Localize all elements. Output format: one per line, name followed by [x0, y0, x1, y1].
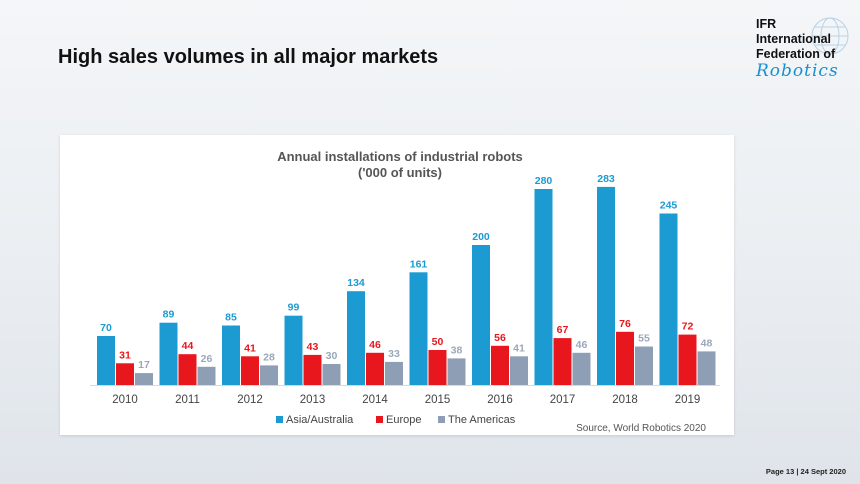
bar-europe-2018 — [616, 331, 634, 385]
data-label-the-americas-2011: 26 — [201, 353, 213, 365]
data-label-asia-australia-2010: 70 — [100, 322, 112, 334]
data-label-the-americas-2014: 33 — [388, 348, 400, 360]
x-tick-label-2015: 2015 — [425, 394, 451, 406]
chart-source: Source, World Robotics 2020 — [576, 423, 706, 434]
bar-the-americas-2013 — [322, 364, 341, 385]
data-label-the-americas-2010: 17 — [138, 359, 150, 371]
data-label-europe-2013: 43 — [307, 341, 319, 353]
bar-asia-australia-2010 — [97, 336, 115, 385]
bar-asia-australia-2011 — [159, 322, 178, 385]
chart-title: Annual installations of industrial robot… — [277, 149, 523, 164]
bar-asia-australia-2013 — [284, 315, 303, 385]
data-label-the-americas-2018: 55 — [638, 333, 650, 345]
chart-panel: Annual installations of industrial robot… — [60, 135, 734, 435]
data-label-asia-australia-2016: 200 — [472, 231, 490, 243]
x-tick-label-2012: 2012 — [237, 394, 263, 406]
data-label-the-americas-2017: 46 — [576, 339, 588, 351]
logo-text-federation: Federation of — [756, 47, 836, 61]
x-tick-label-2018: 2018 — [612, 394, 638, 406]
logo-text-international: International — [756, 32, 832, 46]
data-label-asia-australia-2018: 283 — [597, 173, 615, 185]
data-label-the-americas-2015: 38 — [451, 344, 463, 356]
bar-the-americas-2011 — [197, 366, 216, 385]
bar-europe-2010 — [116, 363, 134, 385]
globe-icon — [811, 17, 849, 55]
data-label-the-americas-2016: 41 — [513, 342, 525, 354]
bar-europe-2017 — [553, 338, 572, 385]
bar-asia-australia-2017 — [534, 189, 553, 385]
x-tick-label-2013: 2013 — [300, 394, 326, 406]
bar-the-americas-2014 — [385, 361, 403, 385]
data-label-asia-australia-2015: 161 — [410, 258, 428, 270]
data-label-europe-2019: 72 — [682, 321, 694, 333]
chart-subtitle: ('000 of units) — [358, 165, 442, 180]
bar-europe-2011 — [178, 354, 197, 385]
bar-europe-2014 — [366, 352, 384, 385]
bar-europe-2012 — [241, 356, 259, 385]
bar-chart: Annual installations of industrial robot… — [90, 149, 720, 434]
logo-text-ifr: IFR — [756, 17, 777, 31]
bar-asia-australia-2018 — [597, 186, 615, 385]
bar-asia-australia-2015 — [409, 272, 428, 385]
bar-europe-2019 — [678, 334, 697, 385]
data-label-asia-australia-2012: 85 — [225, 312, 237, 324]
data-label-asia-australia-2019: 245 — [660, 200, 678, 212]
logo-text-robotics: Robotics — [756, 61, 839, 81]
ifr-logo: IFR International Federation of Robotics — [756, 16, 852, 82]
legend-label-europe: Europe — [386, 414, 421, 426]
data-label-the-americas-2019: 48 — [701, 337, 713, 349]
bar-the-americas-2017 — [572, 352, 591, 385]
legend-swatch-the-americas — [438, 416, 445, 423]
x-tick-label-2016: 2016 — [487, 394, 513, 406]
bar-the-americas-2015 — [447, 358, 466, 385]
bar-europe-2015 — [428, 350, 447, 385]
data-label-asia-australia-2017: 280 — [535, 175, 553, 187]
data-label-europe-2014: 46 — [369, 339, 381, 351]
bar-the-americas-2019 — [697, 351, 716, 385]
data-label-europe-2012: 41 — [244, 342, 256, 354]
data-label-asia-australia-2011: 89 — [163, 309, 175, 321]
data-label-europe-2011: 44 — [182, 340, 194, 352]
page-footer: Page 13 | 24 Sept 2020 — [765, 467, 846, 476]
data-label-the-americas-2012: 28 — [263, 351, 275, 363]
bar-the-americas-2018 — [635, 346, 653, 385]
legend-swatch-asia-australia — [276, 416, 283, 423]
data-label-europe-2010: 31 — [119, 349, 131, 361]
bar-europe-2016 — [491, 345, 509, 385]
bar-asia-australia-2019 — [659, 213, 678, 385]
data-label-europe-2015: 50 — [432, 336, 444, 348]
x-tick-label-2019: 2019 — [675, 394, 701, 406]
bar-asia-australia-2014 — [347, 291, 365, 385]
x-tick-label-2010: 2010 — [112, 394, 138, 406]
bar-the-americas-2012 — [260, 365, 278, 385]
data-label-europe-2018: 76 — [619, 318, 631, 330]
legend-label-the-americas: The Americas — [448, 414, 516, 426]
bar-asia-australia-2012 — [222, 325, 240, 385]
slide-title: High sales volumes in all major markets — [58, 46, 439, 68]
data-label-asia-australia-2014: 134 — [347, 277, 365, 289]
data-label-asia-australia-2013: 99 — [288, 302, 300, 314]
data-label-europe-2017: 67 — [557, 324, 569, 336]
x-tick-label-2014: 2014 — [362, 394, 388, 406]
data-label-the-americas-2013: 30 — [326, 350, 338, 362]
bar-europe-2013 — [303, 354, 322, 385]
data-label-europe-2016: 56 — [494, 332, 506, 344]
bar-the-americas-2016 — [510, 356, 528, 385]
x-tick-label-2017: 2017 — [550, 394, 576, 406]
legend-label-asia-australia: Asia/Australia — [286, 414, 354, 426]
x-tick-label-2011: 2011 — [175, 394, 200, 406]
legend-swatch-europe — [376, 416, 383, 423]
bar-the-americas-2010 — [135, 373, 153, 385]
bar-asia-australia-2016 — [472, 245, 490, 385]
